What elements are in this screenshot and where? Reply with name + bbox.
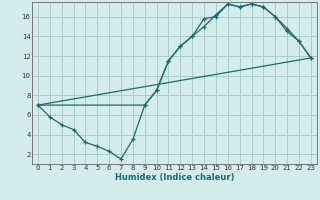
X-axis label: Humidex (Indice chaleur): Humidex (Indice chaleur) <box>115 173 234 182</box>
